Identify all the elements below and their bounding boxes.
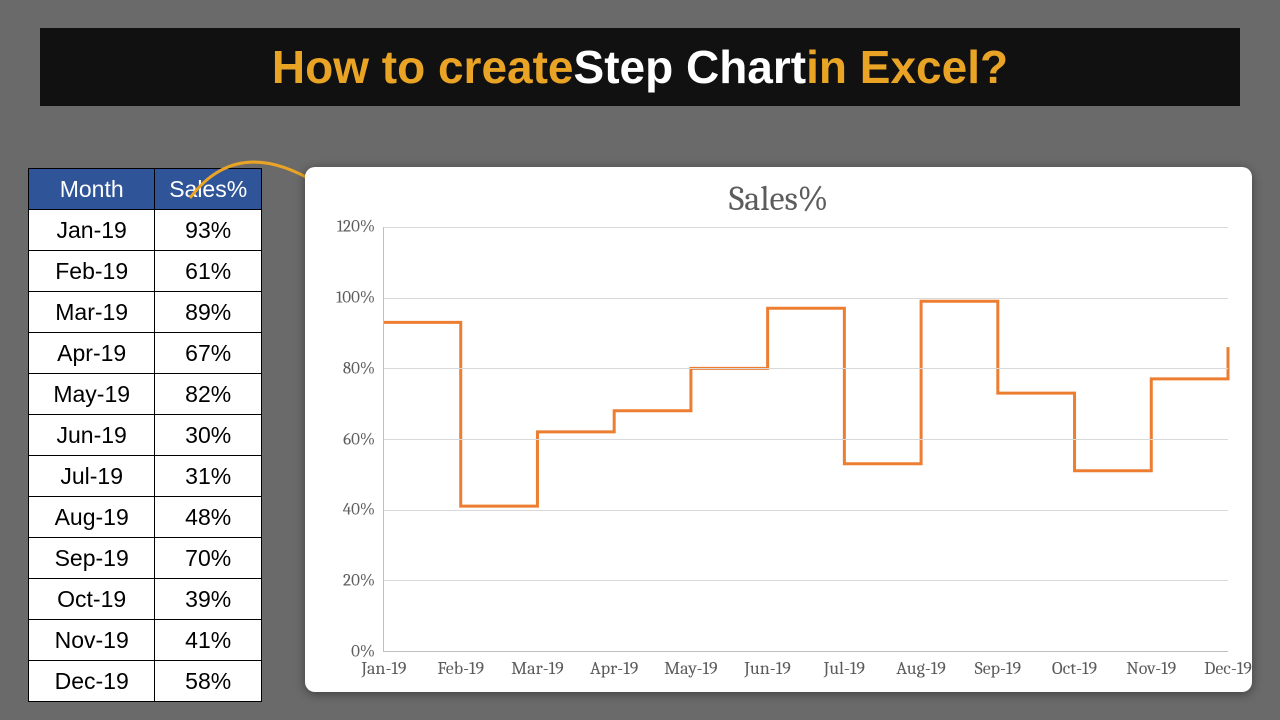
- table-cell: Aug-19: [29, 497, 155, 538]
- table-cell: Apr-19: [29, 333, 155, 374]
- table-cell: May-19: [29, 374, 155, 415]
- table-cell: 31%: [155, 456, 262, 497]
- grid-line: [384, 510, 1228, 511]
- table-cell: 89%: [155, 292, 262, 333]
- x-tick-label: May-19: [664, 658, 717, 679]
- grid-line: [384, 439, 1228, 440]
- x-tick-label: Oct-19: [1052, 658, 1097, 679]
- table-row: Jan-1993%: [29, 210, 262, 251]
- table-cell: Jul-19: [29, 456, 155, 497]
- table-cell: 70%: [155, 538, 262, 579]
- x-tick-label: Aug-19: [896, 658, 946, 679]
- table-header-row: Month Sales%: [29, 169, 262, 210]
- chart-title: Sales%: [323, 179, 1234, 219]
- table-row: Jul-1931%: [29, 456, 262, 497]
- table-row: Apr-1967%: [29, 333, 262, 374]
- y-tick-label: 0%: [325, 643, 375, 662]
- table-cell: Nov-19: [29, 620, 155, 661]
- x-tick-label: Mar-19: [511, 658, 564, 679]
- table-row: Nov-1941%: [29, 620, 262, 661]
- y-tick-label: 120%: [325, 218, 375, 237]
- table-cell: 41%: [155, 620, 262, 661]
- col-month-header: Month: [29, 169, 155, 210]
- table-cell: Sep-19: [29, 538, 155, 579]
- table-cell: 82%: [155, 374, 262, 415]
- plot-wrap: Jan-19Feb-19Mar-19Apr-19May-19Jun-19Jul-…: [325, 227, 1232, 652]
- col-sales-header: Sales%: [155, 169, 262, 210]
- table-cell: Dec-19: [29, 661, 155, 702]
- y-tick-label: 100%: [325, 288, 375, 307]
- table-row: Sep-1970%: [29, 538, 262, 579]
- y-tick-label: 80%: [325, 359, 375, 378]
- table-cell: Oct-19: [29, 579, 155, 620]
- step-line-path: [384, 301, 1228, 506]
- title-bar: How to create Step Chart in Excel?: [40, 28, 1240, 106]
- grid-line: [384, 580, 1228, 581]
- step-chart: Sales% Jan-19Feb-19Mar-19Apr-19May-19Jun…: [305, 167, 1252, 692]
- table-row: Dec-1958%: [29, 661, 262, 702]
- data-table: Month Sales% Jan-1993%Feb-1961%Mar-1989%…: [28, 168, 262, 702]
- plot-area: Jan-19Feb-19Mar-19Apr-19May-19Jun-19Jul-…: [383, 227, 1228, 652]
- table-cell: Jan-19: [29, 210, 155, 251]
- y-tick-label: 60%: [325, 430, 375, 449]
- table-cell: 30%: [155, 415, 262, 456]
- x-tick-label: Feb-19: [437, 658, 484, 679]
- x-tick-label: Dec-19: [1204, 658, 1252, 679]
- x-tick-label: Jul-19: [824, 658, 865, 679]
- table-cell: 61%: [155, 251, 262, 292]
- table-cell: 93%: [155, 210, 262, 251]
- grid-line: [384, 298, 1228, 299]
- x-tick-label: Jun-19: [744, 658, 790, 679]
- table-cell: 58%: [155, 661, 262, 702]
- table-row: May-1982%: [29, 374, 262, 415]
- x-tick-label: Apr-19: [590, 658, 638, 679]
- y-tick-label: 20%: [325, 572, 375, 591]
- table-row: Aug-1948%: [29, 497, 262, 538]
- table-row: Feb-1961%: [29, 251, 262, 292]
- y-tick-label: 40%: [325, 501, 375, 520]
- table-cell: Mar-19: [29, 292, 155, 333]
- table-row: Jun-1930%: [29, 415, 262, 456]
- table-cell: Feb-19: [29, 251, 155, 292]
- title-seg-1: How to create: [272, 40, 574, 94]
- table-cell: 48%: [155, 497, 262, 538]
- table-cell: 39%: [155, 579, 262, 620]
- table-cell: 67%: [155, 333, 262, 374]
- table-row: Oct-1939%: [29, 579, 262, 620]
- table-row: Mar-1989%: [29, 292, 262, 333]
- grid-line: [384, 227, 1228, 228]
- title-seg-3: in Excel?: [806, 40, 1008, 94]
- x-tick-label: Nov-19: [1126, 658, 1176, 679]
- x-tick-label: Sep-19: [975, 658, 1022, 679]
- title-seg-2: Step Chart: [574, 40, 807, 94]
- grid-line: [384, 368, 1228, 369]
- table-cell: Jun-19: [29, 415, 155, 456]
